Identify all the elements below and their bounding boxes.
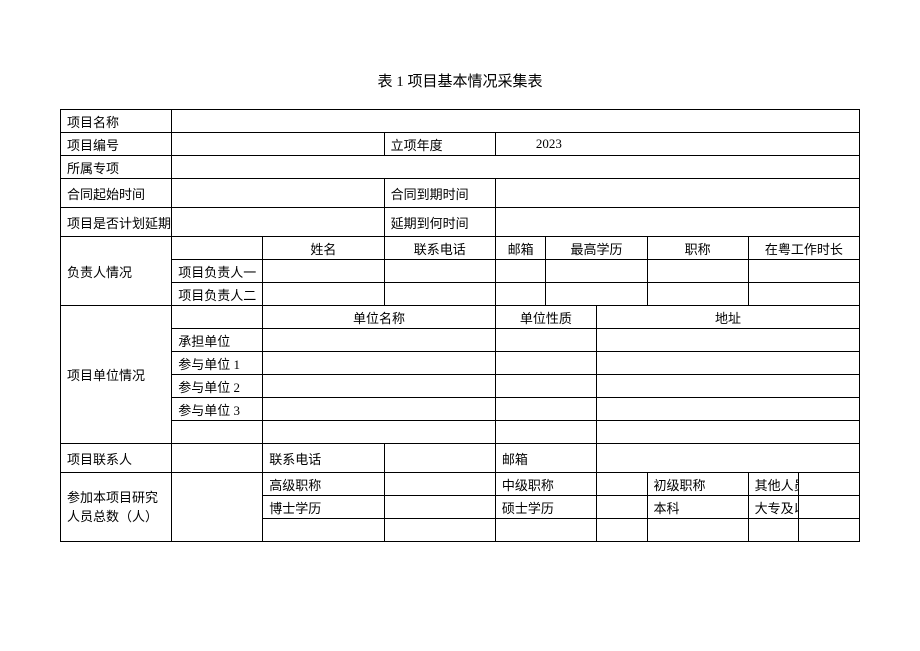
cell-ub-address [596,421,859,444]
label-contract-start: 合同起始时间 [61,179,172,208]
cell-special [172,156,860,179]
cell-p1-name [263,352,496,375]
cell-p2-nature [495,375,596,398]
label-contact-email: 邮箱 [495,444,596,473]
label-master: 硕士学历 [495,496,596,519]
cell-p3-name [263,398,496,421]
label-title-rank: 职称 [647,237,748,260]
blank-above-units [172,306,263,329]
label-delay-until: 延期到何时间 [384,208,495,237]
label-part3: 参与单位 3 [172,398,263,421]
cell-host-nature [495,329,596,352]
cell-p1-address [596,352,859,375]
label-unit-nature: 单位性质 [495,306,596,329]
form-title: 表 1 项目基本情况采集表 [60,70,860,91]
cell-project-name [172,110,860,133]
label-contract-end: 合同到期时间 [384,179,495,208]
label-project-number: 项目编号 [61,133,172,156]
cell-host-name [263,329,496,352]
label-mid: 中级职称 [495,473,596,496]
cell-l1-email [495,260,546,283]
label-address: 地址 [596,306,859,329]
cell-l2-email [495,283,546,306]
cell-l1-edu [546,260,647,283]
label-bachelor: 本科 [647,496,748,519]
cell-p2-name [263,375,496,398]
cell-contact-email [596,444,859,473]
label-responsible: 负责人情况 [61,237,172,306]
label-phone: 联系电话 [384,237,495,260]
cell-p1-nature [495,352,596,375]
cell-l2-duration [748,283,859,306]
blank-above-leaders [172,237,263,260]
cell-researchers-total [172,473,263,542]
cell-l1-title [647,260,748,283]
cell-phd [384,496,495,519]
cell-r3-e [647,519,748,542]
cell-other [799,473,860,496]
label-senior: 高级职称 [263,473,384,496]
label-researchers: 参加本项目研究人员总数（人） [61,473,172,542]
label-junior: 初级职称 [647,473,748,496]
cell-mid [596,473,647,496]
label-project-name: 项目名称 [61,110,172,133]
label-unit-info: 项目单位情况 [61,306,172,444]
cell-delay-until [495,208,859,237]
cell-p3-address [596,398,859,421]
label-email: 邮箱 [495,237,546,260]
label-leader1: 项目负责人一 [172,260,263,283]
cell-r3-a [263,519,384,542]
cell-master [596,496,647,519]
label-unit-name: 单位名称 [263,306,496,329]
cell-senior [384,473,495,496]
cell-r3-d [596,519,647,542]
cell-ub-name [263,421,496,444]
cell-plan-delay [172,208,384,237]
cell-l2-name [263,283,384,306]
cell-l2-phone [384,283,495,306]
label-special: 所属专项 [61,156,172,179]
cell-contact-phone [384,444,495,473]
cell-r3-b [384,519,495,542]
cell-ub-nature [495,421,596,444]
label-below: 大专及以下 [748,496,799,519]
label-name: 姓名 [263,237,384,260]
label-other: 其他人员 [748,473,799,496]
label-host-unit: 承担单位 [172,329,263,352]
cell-l1-name [263,260,384,283]
cell-contact-name [172,444,263,473]
label-part2: 参与单位 2 [172,375,263,398]
cell-r3-g [799,519,860,542]
cell-year: 2023 [495,133,859,156]
main-table: 项目名称 项目编号 立项年度 2023 所属专项 合同起始时间 合同到期时间 项… [60,109,860,542]
label-leader2: 项目负责人二 [172,283,263,306]
label-year: 立项年度 [384,133,495,156]
cell-l2-title [647,283,748,306]
cell-r3-f [748,519,799,542]
label-plan-delay: 项目是否计划延期 [61,208,172,237]
cell-l1-phone [384,260,495,283]
cell-l2-edu [546,283,647,306]
cell-p2-address [596,375,859,398]
label-work-duration: 在粤工作时长 [748,237,859,260]
cell-l1-duration [748,260,859,283]
label-phd: 博士学历 [263,496,384,519]
cell-p3-nature [495,398,596,421]
label-contact: 项目联系人 [61,444,172,473]
label-highest-edu: 最高学历 [546,237,647,260]
cell-project-number [172,133,384,156]
cell-contract-start [172,179,384,208]
cell-unit-blank-label [172,421,263,444]
cell-below [799,496,860,519]
label-contact-phone: 联系电话 [263,444,384,473]
label-part1: 参与单位 1 [172,352,263,375]
cell-host-address [596,329,859,352]
cell-r3-c [495,519,596,542]
cell-contract-end [495,179,859,208]
